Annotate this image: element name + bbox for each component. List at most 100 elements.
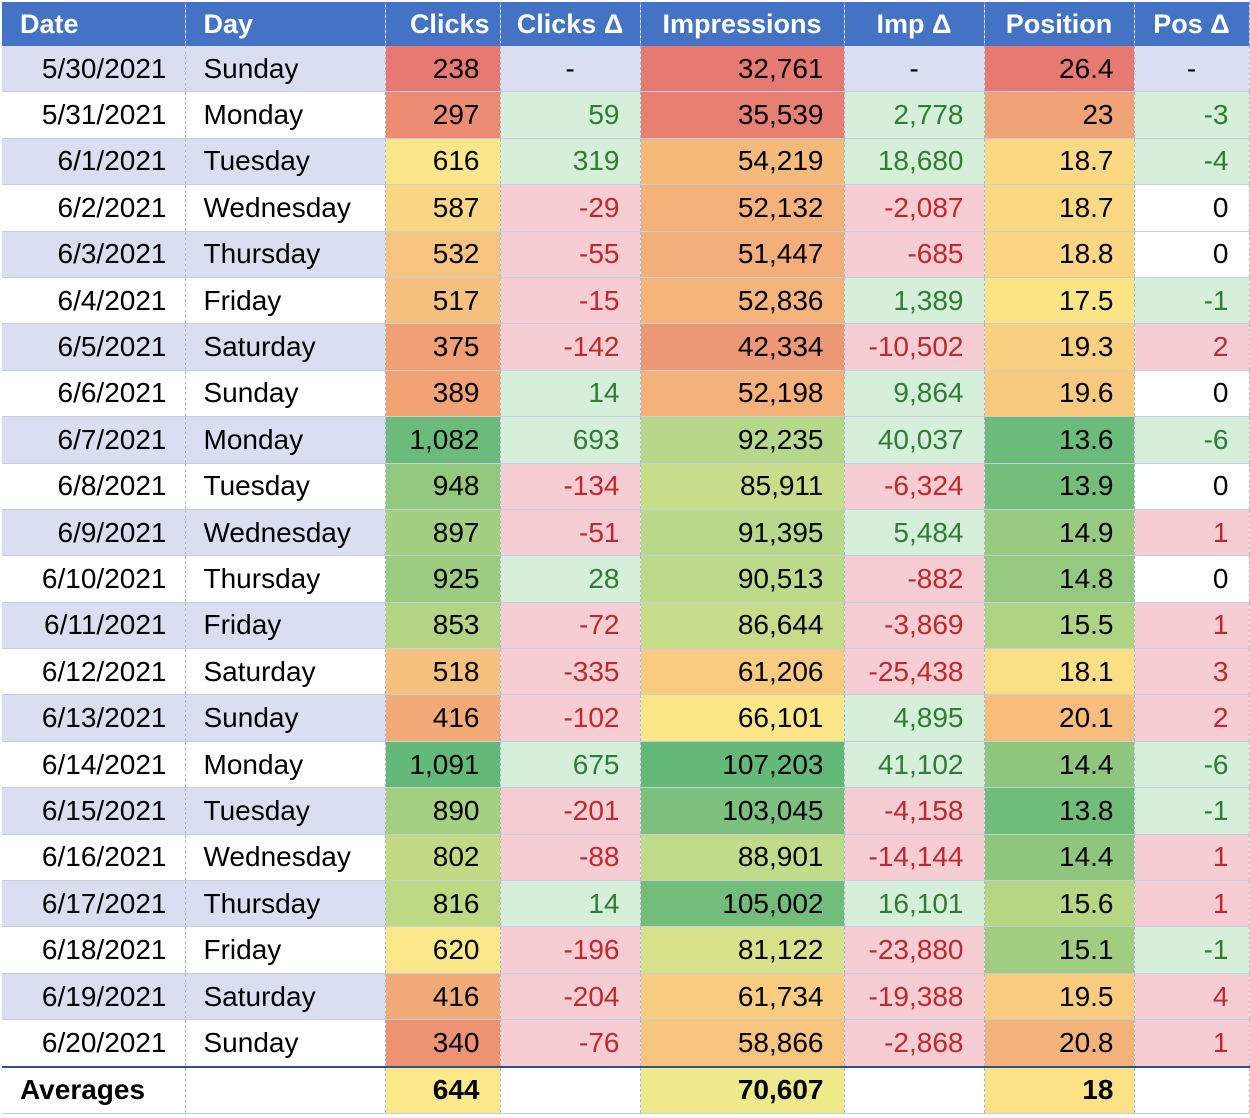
cell-pos-delta[interactable]: -4 — [1134, 138, 1250, 186]
cell-impressions[interactable]: 107,203 — [640, 741, 845, 789]
cell-impressions[interactable]: 52,132 — [640, 184, 845, 232]
cell-imp-delta[interactable]: -2,868 — [844, 1019, 985, 1068]
header-position[interactable]: Position — [984, 2, 1135, 46]
cell-clicks[interactable]: 948 — [385, 463, 501, 510]
cell-clicks[interactable]: 297 — [385, 91, 501, 139]
cell-day[interactable]: Tuesday — [185, 787, 386, 835]
cell-day[interactable]: Tuesday — [185, 463, 386, 510]
cell-clicks-delta[interactable]: 319 — [500, 138, 641, 186]
cell-date[interactable]: 6/6/2021 — [2, 370, 186, 418]
cell-date[interactable]: 6/10/2021 — [2, 555, 186, 603]
cell-clicks-delta[interactable]: 14 — [500, 370, 641, 418]
cell-position[interactable]: 23 — [984, 91, 1135, 139]
cell-clicks[interactable]: 416 — [385, 694, 501, 742]
cell-clicks-delta[interactable]: -134 — [500, 463, 641, 510]
cell-pos-delta[interactable]: 2 — [1134, 323, 1250, 371]
cell-pos-delta[interactable]: 0 — [1134, 555, 1250, 603]
cell-position[interactable]: 19.3 — [984, 323, 1135, 371]
cell-imp-delta[interactable]: -25,438 — [844, 648, 985, 696]
cell-impressions[interactable]: 105,002 — [640, 880, 845, 928]
cell-clicks[interactable]: 890 — [385, 787, 501, 835]
cell-date[interactable]: 5/31/2021 — [2, 91, 186, 139]
cell-clicks[interactable]: 238 — [385, 46, 501, 93]
cell-impressions[interactable]: 32,761 — [640, 46, 845, 93]
cell-clicks[interactable]: 620 — [385, 926, 501, 974]
cell-pos-delta[interactable]: 2 — [1134, 694, 1250, 742]
cell-clicks-delta[interactable]: -335 — [500, 648, 641, 696]
cell-date[interactable]: 6/5/2021 — [2, 323, 186, 371]
cell-day[interactable]: Monday — [185, 91, 386, 139]
cell-imp-delta[interactable]: 18,680 — [844, 138, 985, 186]
averages-label[interactable]: Averages — [2, 1065, 186, 1114]
cell-date[interactable]: 6/19/2021 — [2, 973, 186, 1021]
cell-day[interactable]: Saturday — [185, 973, 386, 1021]
cell-position[interactable]: 18.8 — [984, 231, 1135, 278]
cell-clicks-delta[interactable]: 693 — [500, 416, 641, 464]
cell-clicks[interactable]: 925 — [385, 555, 501, 603]
cell-date[interactable]: 6/16/2021 — [2, 834, 186, 882]
cell-clicks[interactable]: 587 — [385, 184, 501, 232]
cell-position[interactable]: 13.9 — [984, 463, 1135, 510]
cell-imp-delta[interactable]: 1,389 — [844, 277, 985, 325]
cell-clicks-delta[interactable]: -76 — [500, 1019, 641, 1068]
cell-imp-delta[interactable]: - — [844, 46, 985, 93]
cell-date[interactable]: 6/1/2021 — [2, 138, 186, 186]
cell-clicks[interactable]: 802 — [385, 834, 501, 882]
cell-pos-delta[interactable]: 0 — [1134, 231, 1250, 278]
cell-clicks[interactable]: 1,082 — [385, 416, 501, 464]
cell-clicks-delta[interactable]: 14 — [500, 880, 641, 928]
cell-pos-delta[interactable]: -3 — [1134, 91, 1250, 139]
cell-date[interactable]: 6/8/2021 — [2, 463, 186, 510]
cell-impressions[interactable]: 52,198 — [640, 370, 845, 418]
cell-pos-delta[interactable]: 1 — [1134, 1019, 1250, 1068]
cell-clicks[interactable]: 532 — [385, 231, 501, 278]
cell-imp-delta[interactable]: 4,895 — [844, 694, 985, 742]
cell-imp-delta[interactable]: 40,037 — [844, 416, 985, 464]
cell-clicks-delta[interactable]: -55 — [500, 231, 641, 278]
cell-position[interactable]: 19.5 — [984, 973, 1135, 1021]
cell-imp-delta[interactable]: -6,324 — [844, 463, 985, 510]
cell-clicks-delta[interactable]: 28 — [500, 555, 641, 603]
cell-date[interactable]: 6/9/2021 — [2, 509, 186, 557]
cell-date[interactable]: 6/20/2021 — [2, 1019, 186, 1068]
header-pos-delta[interactable]: Pos Δ — [1134, 2, 1250, 46]
cell-imp-delta[interactable]: -19,388 — [844, 973, 985, 1021]
cell-impressions[interactable]: 88,901 — [640, 834, 845, 882]
cell-clicks[interactable]: 616 — [385, 138, 501, 186]
cell-day[interactable]: Thursday — [185, 231, 386, 278]
cell-impressions[interactable]: 61,734 — [640, 973, 845, 1021]
cell-position[interactable]: 26.4 — [984, 46, 1135, 93]
cell-impressions[interactable]: 51,447 — [640, 231, 845, 278]
cell-pos-delta[interactable]: 1 — [1134, 509, 1250, 557]
cell-imp-delta[interactable]: 9,864 — [844, 370, 985, 418]
cell-position[interactable]: 17.5 — [984, 277, 1135, 325]
cell-day[interactable]: Monday — [185, 741, 386, 789]
cell-position[interactable]: 14.8 — [984, 555, 1135, 603]
cell-impressions[interactable]: 103,045 — [640, 787, 845, 835]
cell-day[interactable]: Wednesday — [185, 509, 386, 557]
cell-clicks-delta[interactable]: -72 — [500, 602, 641, 650]
cell-clicks[interactable]: 517 — [385, 277, 501, 325]
cell-pos-delta[interactable]: - — [1134, 46, 1250, 93]
cell-day[interactable]: Thursday — [185, 880, 386, 928]
cell-clicks-delta[interactable]: -142 — [500, 323, 641, 371]
cell-date[interactable]: 6/12/2021 — [2, 648, 186, 696]
cell-position[interactable]: 18.1 — [984, 648, 1135, 696]
cell-position[interactable]: 14.4 — [984, 834, 1135, 882]
cell-date[interactable]: 5/30/2021 — [2, 46, 186, 93]
cell-clicks[interactable]: 1,091 — [385, 741, 501, 789]
cell-imp-delta[interactable]: 2,778 — [844, 91, 985, 139]
cell-day[interactable]: Sunday — [185, 694, 386, 742]
cell-clicks-delta[interactable]: -88 — [500, 834, 641, 882]
cell-clicks[interactable]: 897 — [385, 509, 501, 557]
cell-impressions[interactable]: 61,206 — [640, 648, 845, 696]
cell-imp-delta[interactable]: -4,158 — [844, 787, 985, 835]
cell-pos-delta[interactable]: 3 — [1134, 648, 1250, 696]
cell-date[interactable]: 6/15/2021 — [2, 787, 186, 835]
header-day[interactable]: Day — [185, 2, 386, 46]
cell-impressions[interactable]: 58,866 — [640, 1019, 845, 1068]
cell-clicks[interactable]: 518 — [385, 648, 501, 696]
avg-clicks[interactable]: 644 — [385, 1065, 501, 1114]
cell-day[interactable]: Friday — [185, 602, 386, 650]
cell-clicks[interactable]: 816 — [385, 880, 501, 928]
